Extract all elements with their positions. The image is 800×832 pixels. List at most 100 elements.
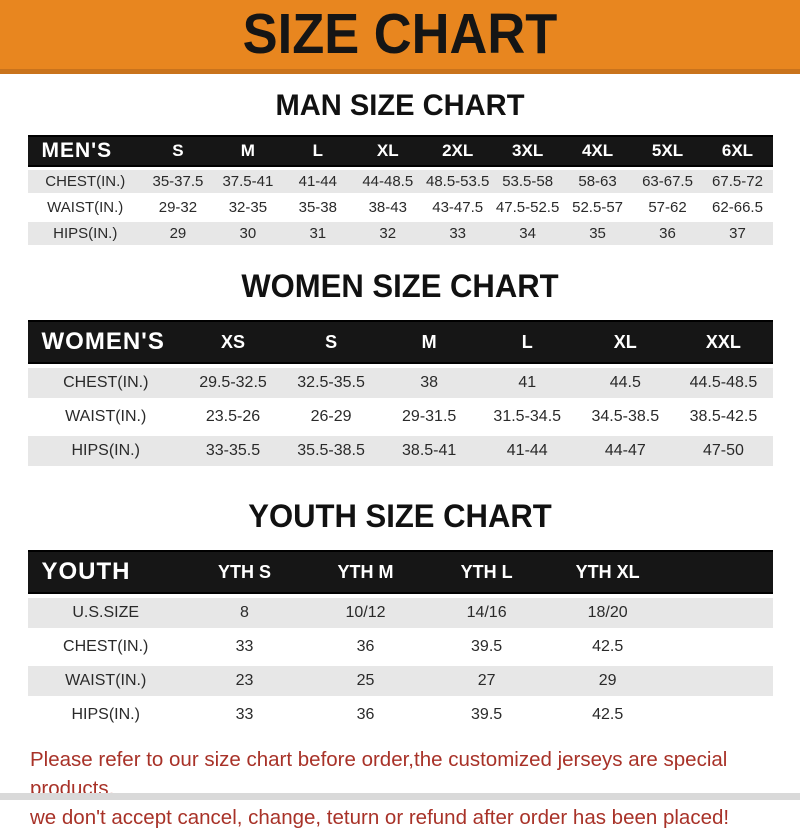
value-cell: 29.5-32.5	[183, 368, 283, 399]
value-cell: 44-48.5	[352, 170, 423, 193]
size-column-header: YTH M	[305, 550, 427, 595]
value-cell: 37	[702, 222, 773, 245]
value-cell: 53.5-58	[492, 170, 563, 193]
value-cell: 44.5-48.5	[674, 368, 773, 399]
value-cell: 42.5	[547, 700, 669, 731]
size-column-header: S	[142, 135, 213, 167]
value-cell: 39.5	[426, 700, 548, 731]
spacer-cell	[668, 598, 773, 629]
value-cell: 35-38	[282, 196, 353, 219]
table-header: MEN'S S M L XL 2XL 3XL 4XL 5XL 6XL	[27, 135, 773, 167]
value-cell: 23.5-26	[183, 402, 283, 433]
size-column-header: 2XL	[422, 135, 493, 167]
value-cell: 35.5-38.5	[282, 436, 381, 467]
value-cell: 41	[478, 368, 577, 399]
header-row: WOMEN'S XS S M L XL XXL	[27, 320, 773, 365]
women-table-title: WOMEN'S	[27, 320, 184, 365]
value-cell: 47.5-52.5	[492, 196, 563, 219]
size-column-header: L	[478, 320, 577, 365]
table-header: WOMEN'S XS S M L XL XXL	[27, 320, 773, 365]
header-row: MEN'S S M L XL 2XL 3XL 4XL 5XL 6XL	[27, 135, 773, 167]
value-cell: 43-47.5	[422, 196, 493, 219]
youth-section: YOUTH SIZE CHART YOUTH YTH S YTH M YTH L YTH …	[0, 498, 800, 734]
size-column-header: M	[212, 135, 283, 167]
value-cell: 38.5-41	[380, 436, 479, 467]
footer-line-2: we don't accept cancel, change, teturn o…	[30, 806, 730, 830]
table-row: WAIST(IN.) 23.5-26 26-29 29-31.5 31.5-34.5 34…	[27, 402, 773, 433]
bottom-edge-strip	[0, 793, 800, 800]
value-cell: 39.5	[426, 632, 548, 663]
youth-size-table: YOUTH YTH S YTH M YTH L YTH XL U.S.SIZE 8 10/12…	[27, 546, 773, 734]
value-cell: 48.5-53.5	[422, 170, 493, 193]
table-header: YOUTH YTH S YTH M YTH L YTH XL	[27, 550, 773, 595]
table-body: U.S.SIZE 8 10/12 14/16 18/20 CHEST(IN.) 33 36 39…	[27, 598, 773, 731]
value-cell: 33-35.5	[183, 436, 283, 467]
row-label-cell: CHEST(IN.)	[27, 170, 143, 193]
row-label-cell: WAIST(IN.)	[27, 666, 184, 697]
value-cell: 58-63	[562, 170, 633, 193]
row-label-cell: CHEST(IN.)	[27, 368, 184, 399]
women-size-table: WOMEN'S XS S M L XL XXL CHEST(IN.) 29.5-32.5 32.5…	[27, 316, 773, 470]
size-column-header: 3XL	[492, 135, 563, 167]
row-label-cell: HIPS(IN.)	[27, 436, 184, 467]
value-cell: 31	[282, 222, 353, 245]
value-cell: 36	[305, 700, 427, 731]
men-section: MAN SIZE CHART MEN'S S M L XL 2XL 3XL 4XL 5XL 6XL C…	[0, 89, 800, 248]
youth-heading: YOUTH SIZE CHART	[248, 498, 552, 535]
table-body: CHEST(IN.) 35-37.5 37.5-41 41-44 44-48.5 48.5…	[27, 170, 773, 245]
value-cell: 18/20	[547, 598, 669, 629]
spacer-cell	[668, 550, 773, 595]
row-label-cell: HIPS(IN.)	[27, 700, 184, 731]
size-column-header: L	[282, 135, 353, 167]
value-cell: 14/16	[426, 598, 548, 629]
value-cell: 52.5-57	[562, 196, 633, 219]
value-cell: 29	[547, 666, 669, 697]
value-cell: 34	[492, 222, 563, 245]
size-chart-sections: MAN SIZE CHART MEN'S S M L XL 2XL 3XL 4XL 5XL 6XL C…	[0, 89, 800, 734]
footer-disclaimer: Please refer to our size chart before or…	[0, 745, 800, 832]
value-cell: 41-44	[282, 170, 353, 193]
women-section: WOMEN SIZE CHART WOMEN'S XS S M L XL XXL CHEST(I…	[0, 268, 800, 470]
value-cell: 37.5-41	[212, 170, 283, 193]
table-row: HIPS(IN.) 33 36 39.5 42.5	[27, 700, 773, 731]
value-cell: 38-43	[352, 196, 423, 219]
value-cell: 47-50	[674, 436, 773, 467]
value-cell: 32.5-35.5	[282, 368, 381, 399]
size-column-header: S	[282, 320, 381, 365]
size-column-header: 5XL	[632, 135, 703, 167]
table-row: CHEST(IN.) 35-37.5 37.5-41 41-44 44-48.5 48.5…	[27, 170, 773, 193]
value-cell: 38	[380, 368, 479, 399]
size-column-header: XS	[183, 320, 283, 365]
size-column-header: 4XL	[562, 135, 633, 167]
value-cell: 33	[422, 222, 493, 245]
value-cell: 36	[305, 632, 427, 663]
value-cell: 67.5-72	[702, 170, 773, 193]
size-column-header: XXL	[674, 320, 773, 365]
size-column-header: M	[380, 320, 479, 365]
spacer-cell	[668, 632, 773, 663]
size-column-header: YTH S	[183, 550, 305, 595]
value-cell: 27	[426, 666, 548, 697]
size-column-header: XL	[576, 320, 675, 365]
row-label-cell: WAIST(IN.)	[27, 196, 143, 219]
table-row: WAIST(IN.) 29-32 32-35 35-38 38-43 43-47.5 47.…	[27, 196, 773, 219]
row-label-cell: U.S.SIZE	[27, 598, 184, 629]
value-cell: 10/12	[305, 598, 427, 629]
men-table-title: MEN'S	[27, 135, 143, 167]
value-cell: 29-32	[142, 196, 213, 219]
table-row: HIPS(IN.) 29 30 31 32 33 34 35 36 37	[27, 222, 773, 245]
value-cell: 31.5-34.5	[478, 402, 577, 433]
women-heading: WOMEN SIZE CHART	[241, 268, 559, 304]
row-label-cell: HIPS(IN.)	[27, 222, 143, 245]
spacer-cell	[668, 666, 773, 697]
value-cell: 35-37.5	[142, 170, 213, 193]
value-cell: 35	[562, 222, 633, 245]
table-row: WAIST(IN.) 23 25 27 29	[27, 666, 773, 697]
value-cell: 8	[183, 598, 305, 629]
value-cell: 42.5	[547, 632, 669, 663]
header-row: YOUTH YTH S YTH M YTH L YTH XL	[27, 550, 773, 595]
size-column-header: YTH L	[426, 550, 548, 595]
size-chart-banner: SIZE CHART	[0, 0, 800, 74]
row-label-cell: WAIST(IN.)	[27, 402, 184, 433]
table-body: CHEST(IN.) 29.5-32.5 32.5-35.5 38 41 44.5 44.5…	[27, 368, 773, 467]
